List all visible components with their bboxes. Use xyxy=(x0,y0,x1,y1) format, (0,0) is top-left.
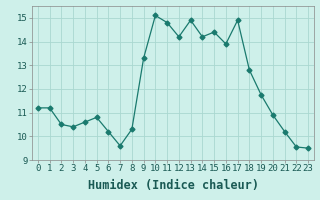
X-axis label: Humidex (Indice chaleur): Humidex (Indice chaleur) xyxy=(87,179,259,192)
